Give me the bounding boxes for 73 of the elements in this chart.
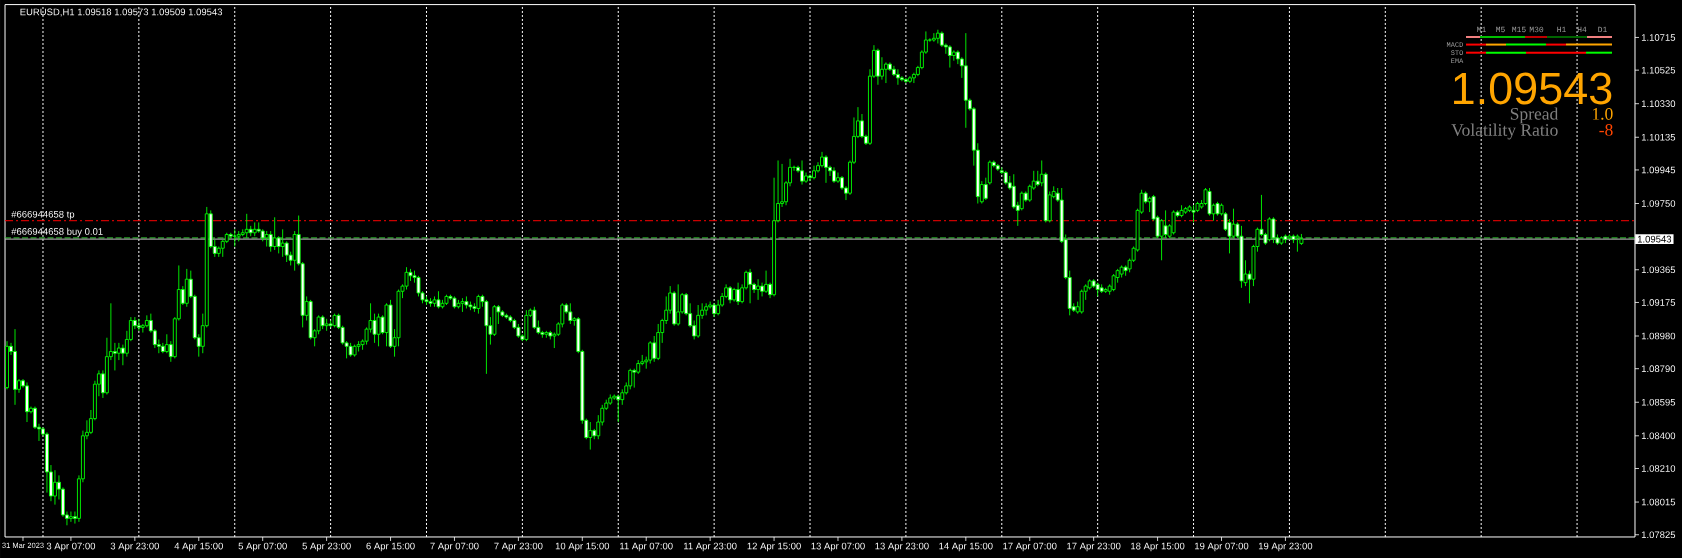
y-tick-label: 1.09945: [1641, 166, 1676, 174]
x-tick-label: 19 Apr 23:00: [1258, 542, 1313, 552]
x-tick-label: 3 Apr 07:00: [46, 542, 96, 552]
y-tick-label: 1.07825: [1641, 531, 1676, 539]
x-tick-label: 10 Apr 15:00: [555, 542, 610, 552]
y-tick-label: 1.08400: [1641, 432, 1676, 440]
y-tick-label: 1.08595: [1641, 398, 1676, 406]
x-tick-label: 5 Apr 07:00: [238, 542, 287, 552]
x-tick-label: 3 Apr 23:00: [110, 542, 160, 552]
y-tick-label: 1.08790: [1641, 365, 1676, 373]
candlestick: [760, 282, 765, 297]
candlestick: [824, 154, 828, 184]
candlestick: [676, 283, 681, 327]
x-tick-label: 13 Apr 23:00: [875, 542, 929, 552]
annotation: M15: [1512, 26, 1526, 33]
candlestick: [652, 335, 657, 363]
x-tick-label: 11 Apr 23:00: [684, 542, 737, 552]
x-tick-label: 6 Apr 15:00: [366, 542, 415, 552]
annotation: 1.09543: [1454, 72, 1612, 105]
annotation: H1: [1557, 26, 1566, 33]
candlestick: [532, 306, 537, 330]
y-tick-label: 1.09175: [1641, 299, 1676, 306]
annotation: Spread: [1510, 107, 1559, 124]
candlestick: [1267, 216, 1272, 242]
y-tick-label: 1.08980: [1641, 332, 1676, 340]
ref-line-label: #666944658 buy 0.01: [11, 227, 103, 237]
annotation: M1: [1477, 26, 1486, 33]
candlestick: [883, 61, 888, 84]
annotation: 1.0: [1592, 107, 1613, 120]
candlestick: [895, 68, 900, 86]
annotation: D1: [1598, 26, 1607, 33]
candlestick: [68, 511, 73, 523]
y-tick-label: 1.09365: [1641, 266, 1676, 274]
annotation: M5: [1496, 26, 1505, 33]
candlestick: [376, 313, 381, 347]
candlestick: [704, 302, 709, 316]
x-tick-label: 7 Apr 07:00: [430, 542, 479, 552]
ref-line-label: 1.09543: [1637, 235, 1672, 243]
annotation: Volatility Ratio: [1451, 123, 1558, 140]
x-tick-label: 17 Apr 07:00: [1003, 542, 1057, 552]
candlestick: [764, 270, 769, 294]
candlestick: [53, 469, 57, 506]
y-tick-label: 1.10135: [1641, 133, 1676, 141]
candlestick: [756, 278, 761, 301]
y-tick-label: 1.10715: [1641, 34, 1676, 41]
x-tick-label: 13 Apr 07:00: [811, 542, 865, 552]
chart-title: EURUSD,H1 1.09518 1.09573 1.09509 1.09543: [20, 8, 223, 17]
annotation: H4: [1577, 26, 1587, 33]
x-tick-label: 12 Apr 15:00: [747, 542, 801, 552]
candlestick: [931, 32, 936, 43]
candlestick: [284, 240, 289, 263]
x-tick-label: 17 Apr 23:00: [1067, 542, 1121, 552]
y-tick-label: 1.10525: [1641, 66, 1676, 74]
x-tick-label: 11 Apr 07:00: [620, 542, 673, 552]
ref-line-label: #666944658 tp: [11, 210, 75, 220]
candlestick: [272, 216, 277, 251]
candlestick: [1019, 191, 1024, 211]
x-tick-label: 19 Apr 07:00: [1195, 542, 1249, 552]
y-tick-label: 1.10330: [1641, 100, 1676, 108]
candlestick: [935, 29, 940, 44]
x-tick-label: 4 Apr 15:00: [174, 542, 223, 552]
y-tick-label: 1.08015: [1641, 498, 1676, 506]
x-tick-label: 7 Apr 23:00: [494, 542, 543, 552]
y-tick-label: 1.09750: [1641, 200, 1676, 207]
y-tick-label: 1.08210: [1641, 465, 1676, 472]
x-tick-label: 14 Apr 15:00: [939, 542, 993, 552]
x-tick-label: 5 Apr 23:00: [302, 542, 351, 552]
x-tick-label: 18 Apr 15:00: [1131, 542, 1185, 552]
candlestick: [736, 282, 741, 306]
annotation: M30: [1529, 26, 1544, 33]
annotation: -8: [1599, 124, 1613, 136]
candlestick: [800, 160, 804, 186]
candlestick: [112, 342, 117, 371]
